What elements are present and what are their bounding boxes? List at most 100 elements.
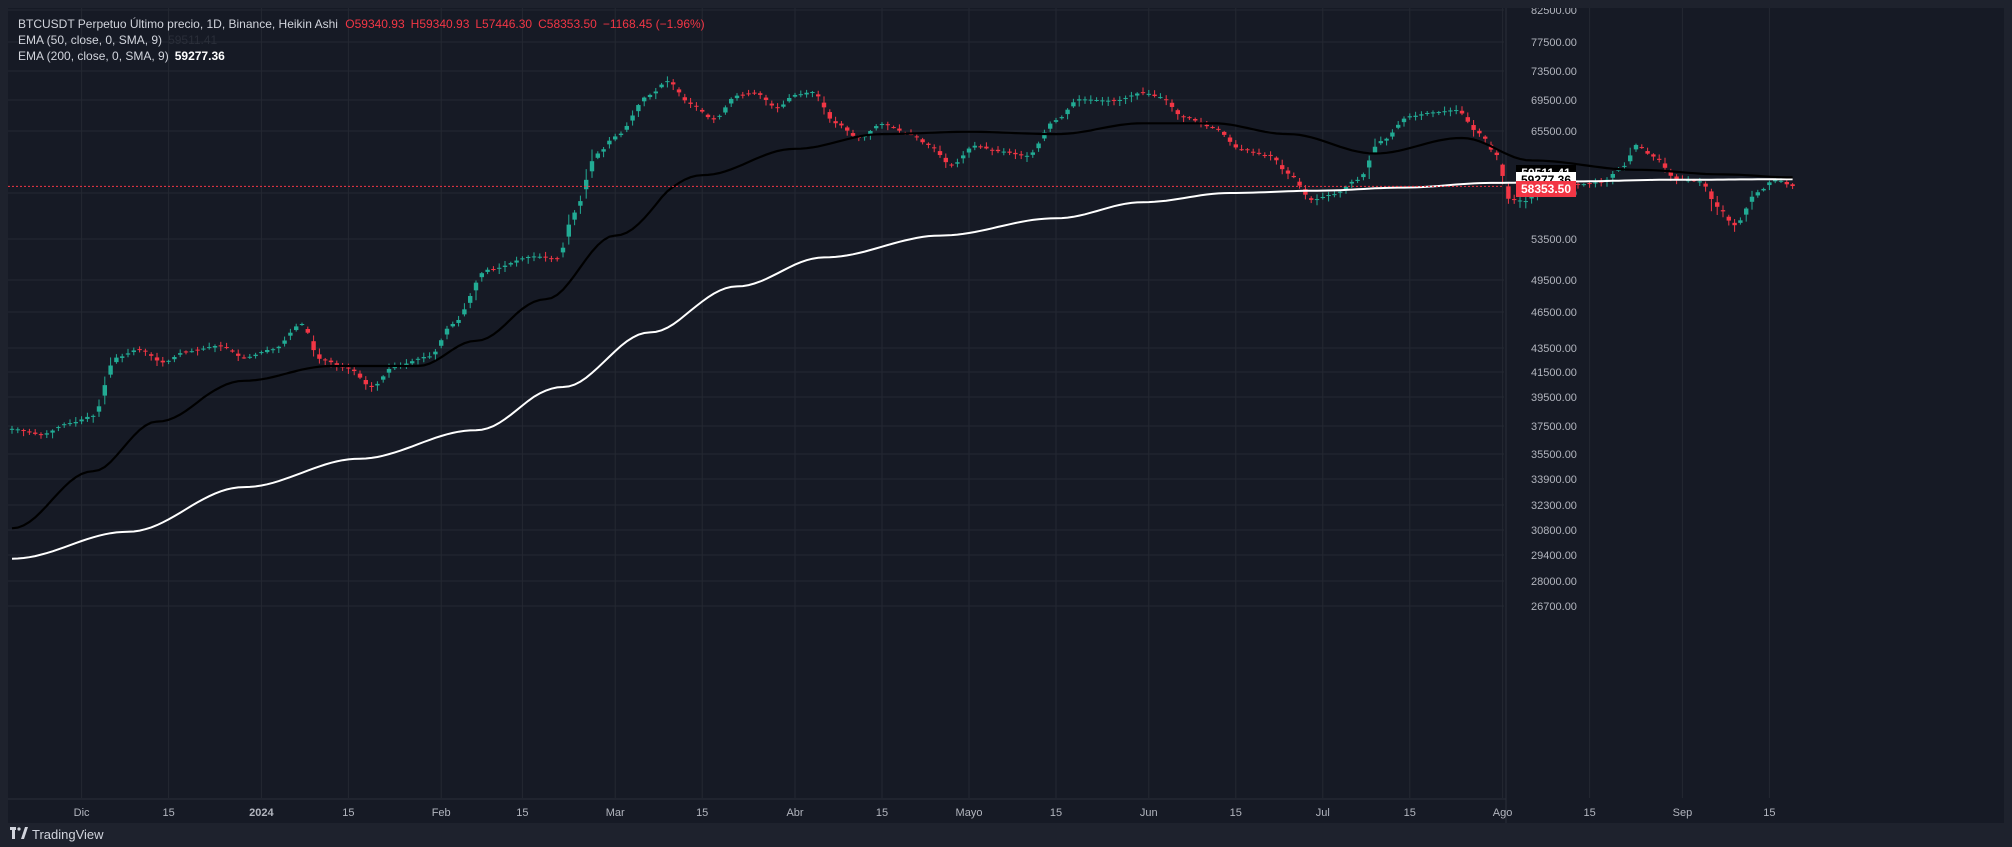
candle-body bbox=[1030, 152, 1035, 155]
candle-body bbox=[729, 98, 734, 104]
candle-body bbox=[1268, 154, 1273, 156]
candle-body bbox=[1274, 157, 1279, 161]
candle-body bbox=[1193, 119, 1198, 121]
candle-body bbox=[91, 415, 96, 417]
candle-body bbox=[1158, 97, 1163, 99]
candle-body bbox=[1297, 181, 1302, 186]
candle-body bbox=[526, 256, 531, 259]
candle-body bbox=[990, 149, 995, 151]
candle-body bbox=[212, 346, 218, 348]
candle-body bbox=[479, 273, 484, 278]
footer-bar: TradingView bbox=[0, 823, 2012, 847]
candle-body bbox=[874, 126, 879, 129]
tradingview-brand: TradingView bbox=[32, 827, 104, 842]
candle-body bbox=[1361, 174, 1366, 178]
candle-body bbox=[1164, 99, 1169, 101]
candle-body bbox=[1645, 151, 1650, 154]
candle-body bbox=[73, 422, 78, 424]
candle-body bbox=[543, 256, 548, 258]
time-tick-label: Mayo bbox=[956, 807, 983, 819]
candle-body bbox=[914, 136, 919, 138]
candle-body bbox=[1187, 117, 1192, 119]
candle-body bbox=[792, 94, 798, 97]
candle-body bbox=[1419, 114, 1424, 116]
candle-body bbox=[270, 349, 276, 351]
candle-body bbox=[1459, 110, 1465, 114]
ema50-value: 59511.41 bbox=[168, 33, 218, 47]
price-tick-label: 46500.00 bbox=[1531, 307, 1577, 319]
candle-body bbox=[410, 361, 415, 364]
tradingview-logo[interactable]: TradingView bbox=[10, 827, 104, 842]
candle-body bbox=[79, 419, 84, 422]
candle-body bbox=[955, 162, 960, 164]
candle-body bbox=[195, 349, 200, 351]
candle-body bbox=[833, 121, 838, 124]
candle-body bbox=[137, 349, 142, 351]
candle-body bbox=[1651, 154, 1656, 157]
candle-body bbox=[711, 118, 716, 120]
candle-body bbox=[845, 127, 850, 131]
candle-body bbox=[456, 319, 461, 323]
candle-body bbox=[1082, 99, 1088, 101]
candle-body bbox=[1454, 110, 1459, 112]
candle-body bbox=[433, 351, 438, 355]
candle-body bbox=[1059, 117, 1064, 119]
price-tick-label: 65500.00 bbox=[1531, 126, 1577, 138]
candle-body bbox=[1726, 216, 1731, 221]
candle-body bbox=[566, 224, 571, 237]
candle-body bbox=[236, 353, 241, 356]
candle-body bbox=[1517, 200, 1523, 202]
candle-body bbox=[259, 352, 264, 354]
candle-body bbox=[1036, 143, 1041, 149]
candle-body bbox=[618, 133, 624, 136]
candle-body bbox=[1291, 175, 1296, 178]
candle-body bbox=[1309, 198, 1314, 200]
candle-body bbox=[108, 365, 113, 375]
time-tick-label: Feb bbox=[432, 807, 451, 819]
candle-body bbox=[758, 93, 763, 95]
candle-body bbox=[1355, 179, 1360, 181]
candle-body bbox=[676, 89, 682, 93]
candle-body bbox=[1001, 151, 1006, 153]
candle-body bbox=[1703, 183, 1708, 187]
candle-body bbox=[1332, 194, 1337, 196]
candle-body bbox=[50, 430, 55, 433]
symbol-title: BTCUSDT Perpetuo Último precio, 1D, Bina… bbox=[18, 17, 338, 31]
candle-body bbox=[827, 112, 832, 119]
price-tick-label: 30800.00 bbox=[1531, 525, 1577, 537]
candle-body bbox=[1425, 112, 1430, 114]
ema50-legend-row[interactable]: EMA (50, close, 0, SMA, 9) 59511.41 bbox=[18, 32, 711, 48]
candle-body bbox=[804, 92, 809, 95]
price-tick-label: 29400.00 bbox=[1531, 550, 1577, 562]
price-tick-label: 53500.00 bbox=[1531, 234, 1577, 246]
candle-body bbox=[734, 95, 740, 99]
price-chart[interactable]: 82500.00 77500.00 73500.00 69500.00 65500.00… bbox=[8, 8, 2004, 823]
candle-body bbox=[595, 153, 600, 158]
price-tick-label: 28000.00 bbox=[1531, 576, 1577, 588]
time-tick-label: 15 bbox=[162, 807, 174, 819]
grid-lines bbox=[8, 8, 1770, 823]
price-tick-label: 37500.00 bbox=[1531, 421, 1577, 433]
candle-body bbox=[323, 359, 328, 361]
time-tick-label: 15 bbox=[1404, 807, 1416, 819]
chart-panel[interactable]: 82500.00 77500.00 73500.00 69500.00 65500.00… bbox=[8, 8, 2004, 823]
candle-body bbox=[1639, 147, 1644, 149]
candle-body bbox=[531, 256, 537, 258]
candle-body bbox=[189, 351, 194, 353]
symbol-legend-row[interactable]: BTCUSDT Perpetuo Último precio, 1D, Bina… bbox=[18, 16, 711, 32]
time-tick-label: 15 bbox=[696, 807, 708, 819]
candle-body bbox=[1622, 165, 1627, 167]
candle-body bbox=[1610, 174, 1615, 178]
candle-body bbox=[1790, 184, 1795, 187]
candle-body bbox=[1111, 99, 1117, 101]
candle-body bbox=[381, 376, 386, 380]
candle-body bbox=[717, 115, 722, 117]
candle-body bbox=[926, 143, 931, 145]
candle-body bbox=[1343, 186, 1349, 190]
candle-body bbox=[62, 424, 67, 426]
time-tick-label: 15 bbox=[1583, 807, 1595, 819]
candle-body bbox=[1007, 151, 1012, 153]
candle-body bbox=[665, 81, 670, 83]
ema200-legend-row[interactable]: EMA (200, close, 0, SMA, 9) 59277.36 bbox=[18, 48, 711, 64]
candle-body bbox=[114, 357, 119, 363]
